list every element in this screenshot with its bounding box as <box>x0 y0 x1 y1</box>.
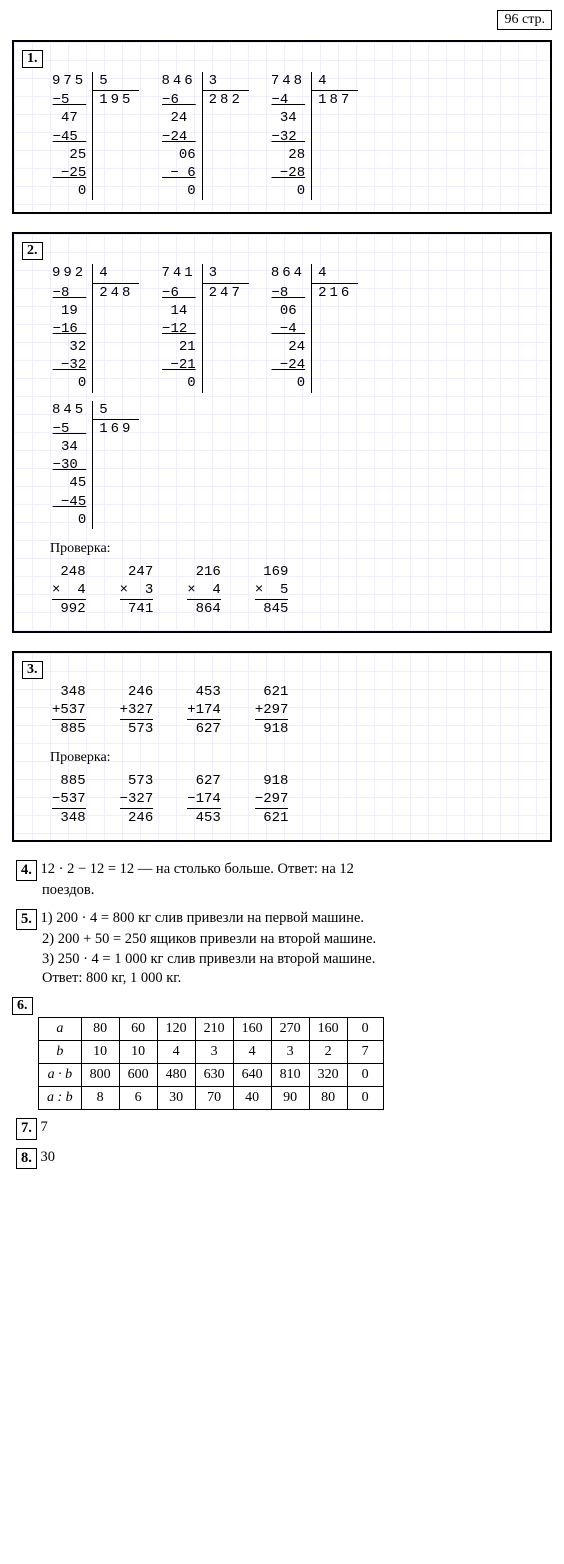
table-cell: 2 <box>309 1041 347 1064</box>
row-header: a <box>39 1018 82 1041</box>
table-cell: 160 <box>233 1018 271 1041</box>
table-cell: 70 <box>195 1087 233 1110</box>
q4-text1: 12 · 2 − 12 = 12 — на столько больше. От… <box>41 861 354 877</box>
table-cell: 90 <box>271 1087 309 1110</box>
table-cell: 4 <box>157 1041 195 1064</box>
label-7: 7. <box>16 1118 37 1140</box>
long-division: 8455−5 34 −30 45 −45 0169 <box>52 401 139 529</box>
label-8: 8. <box>16 1148 37 1170</box>
label-1: 1. <box>22 50 43 68</box>
table-cell: 0 <box>347 1064 383 1087</box>
table-cell: 480 <box>157 1064 195 1087</box>
q6: 6. a80601202101602701600b1010434327a · b… <box>12 997 552 1110</box>
table-cell: 30 <box>157 1087 195 1110</box>
table-cell: 60 <box>119 1018 157 1041</box>
label-5: 5. <box>16 909 37 931</box>
table-cell: 270 <box>271 1018 309 1041</box>
column-arith: 918 −297 621 <box>255 772 289 828</box>
long-division: 7413−6 14 −12 21 −21 0247 <box>161 264 248 392</box>
table-cell: 10 <box>119 1041 157 1064</box>
check-label-2: Проверка: <box>50 541 542 557</box>
table-cell: 80 <box>81 1018 119 1041</box>
label-4: 4. <box>16 860 37 882</box>
column-arith: 627 −174 453 <box>187 772 221 828</box>
q5-l1: 2) 200 + 50 = 250 ящиков привезли на вто… <box>16 930 552 950</box>
table-cell: 800 <box>81 1064 119 1087</box>
page-number: 96 стр. <box>497 10 552 30</box>
column-arith: 621 +297 918 <box>255 683 289 739</box>
q8-ans: 30 <box>41 1149 56 1165</box>
table-cell: 3 <box>195 1041 233 1064</box>
table-cell: 3 <box>271 1041 309 1064</box>
column-arith: 453 +174 627 <box>187 683 221 739</box>
table-cell: 80 <box>309 1087 347 1110</box>
column-arith: 248 × 4 992 <box>52 563 86 619</box>
label-3: 3. <box>22 661 43 679</box>
label-6: 6. <box>12 997 33 1015</box>
table-cell: 10 <box>81 1041 119 1064</box>
column-arith: 169 × 5 845 <box>255 563 289 619</box>
q6-table: a80601202101602701600b1010434327a · b800… <box>38 1017 384 1110</box>
panel-2: 2. 9924−8 19 −16 32 −32 0248 7413−6 14 −1… <box>12 232 552 632</box>
q8: 8. 30 <box>16 1148 552 1170</box>
row-header: a · b <box>39 1064 82 1087</box>
table-cell: 6 <box>119 1087 157 1110</box>
table-cell: 0 <box>347 1087 383 1110</box>
table-cell: 7 <box>347 1041 383 1064</box>
column-arith: 246 +327 573 <box>120 683 154 739</box>
table-cell: 0 <box>347 1018 383 1041</box>
table-cell: 4 <box>233 1041 271 1064</box>
table-cell: 120 <box>157 1018 195 1041</box>
row-header: a : b <box>39 1087 82 1110</box>
panel-3: 3. 348 +537 885 246 +327 573 453 +174 62… <box>12 651 552 842</box>
q7-ans: 7 <box>41 1119 48 1135</box>
table-cell: 810 <box>271 1064 309 1087</box>
column-arith: 885 −537 348 <box>52 772 86 828</box>
q4-text2: поездов. <box>16 881 552 901</box>
q5-l3: Ответ: 800 кг, 1 000 кг. <box>16 969 552 989</box>
table-cell: 160 <box>309 1018 347 1041</box>
q7: 7. 7 <box>16 1118 552 1140</box>
table-cell: 640 <box>233 1064 271 1087</box>
table-cell: 320 <box>309 1064 347 1087</box>
column-arith: 247 × 3 741 <box>120 563 154 619</box>
q5: 5. 1) 200 · 4 = 800 кг слив привезли на … <box>16 909 552 989</box>
column-arith: 573 −327 246 <box>120 772 154 828</box>
label-2: 2. <box>22 242 43 260</box>
table-cell: 630 <box>195 1064 233 1087</box>
row-header: b <box>39 1041 82 1064</box>
check-label-3: Проверка: <box>50 750 542 766</box>
column-arith: 216 × 4 864 <box>187 563 221 619</box>
long-division: 8644−8 06 −4 24 −24 0216 <box>271 264 358 392</box>
q4: 4. 12 · 2 − 12 = 12 — на столько больше.… <box>16 860 552 901</box>
q5-l2: 3) 250 · 4 = 1 000 кг слив привезли на в… <box>16 950 552 970</box>
panel-1: 1. 9755−5 47 −45 25 −25 0195 8463−6 24 −2… <box>12 40 552 214</box>
q5-l0: 1) 200 · 4 = 800 кг слив привезли на пер… <box>41 910 365 926</box>
long-division: 7484−4 34 −32 28 −28 0187 <box>271 72 358 200</box>
table-cell: 40 <box>233 1087 271 1110</box>
table-cell: 210 <box>195 1018 233 1041</box>
long-division: 9755−5 47 −45 25 −25 0195 <box>52 72 139 200</box>
long-division: 8463−6 24 −24 06 − 6 0282 <box>161 72 248 200</box>
table-cell: 8 <box>81 1087 119 1110</box>
column-arith: 348 +537 885 <box>52 683 86 739</box>
long-division: 9924−8 19 −16 32 −32 0248 <box>52 264 139 392</box>
table-cell: 600 <box>119 1064 157 1087</box>
